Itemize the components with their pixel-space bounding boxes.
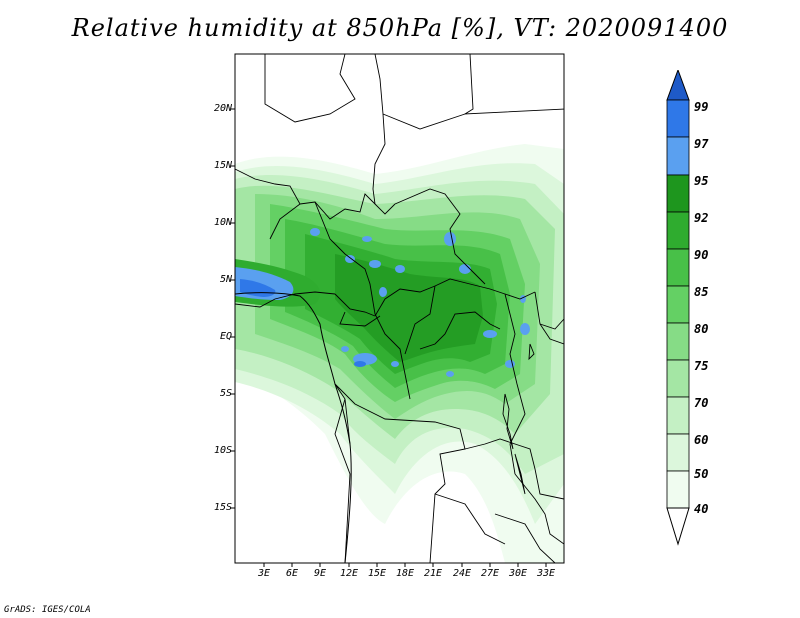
- lakes: [502, 343, 535, 495]
- colorbar-label: 60: [694, 433, 709, 447]
- lon-label: 18E: [395, 568, 415, 579]
- colorbar-label: 80: [694, 322, 709, 336]
- colorbar-swatch-95-97: [666, 136, 690, 176]
- colorbar-label: 85: [694, 285, 709, 299]
- lat-label: 20N: [213, 103, 232, 114]
- lat-label: 5N: [219, 274, 232, 285]
- colorbar-swatch-97-99: [666, 99, 690, 138]
- colorbar-label: 97: [694, 137, 709, 151]
- high-humidity-cells: [310, 228, 530, 377]
- credit-text: GrADS: IGES/COLA: [4, 605, 91, 615]
- colorbar-label: 50: [694, 467, 709, 481]
- colorbar-swatch-40-50: [666, 470, 690, 509]
- lon-label: 3E: [257, 568, 271, 579]
- colorbar-swatch-90-92: [666, 211, 690, 250]
- lon-label: 21E: [423, 568, 443, 579]
- country-boundaries: [235, 54, 564, 563]
- colorbar-swatch-92-95: [666, 174, 690, 213]
- lat-label: 10N: [213, 217, 232, 228]
- lon-label: 15E: [367, 568, 387, 579]
- lon-label: 27E: [480, 568, 500, 579]
- colorbar-label: 90: [694, 248, 709, 262]
- colorbar-swatch-80-85: [666, 285, 690, 324]
- colorbar-swatch-50-60: [666, 433, 690, 472]
- colorbar-swatch-60-70: [666, 396, 690, 435]
- colorbar-swatch-70-75: [666, 359, 690, 398]
- lat-label: EQ: [219, 331, 232, 342]
- lon-label: 12E: [339, 568, 359, 579]
- colorbar-label: 75: [694, 359, 709, 373]
- coastline: [235, 292, 352, 563]
- colorbar-label: 92: [694, 211, 709, 225]
- lon-label: 6E: [285, 568, 299, 579]
- lon-label: 33E: [536, 568, 556, 579]
- lat-label: 5S: [219, 388, 232, 399]
- lat-label: 15S: [213, 502, 232, 513]
- colorbar-swatch-75-80: [666, 322, 690, 361]
- lon-label: 9E: [313, 568, 327, 579]
- colorbar-label: 99: [694, 100, 709, 114]
- lat-label: 15N: [213, 160, 232, 171]
- colorbar-label: 40: [694, 502, 709, 516]
- lon-label: 30E: [508, 568, 528, 579]
- colorbar-bottom-arrow: [666, 507, 690, 546]
- colorbar-label: 95: [694, 174, 709, 188]
- map-panel: [235, 54, 564, 563]
- colorbar-label: 70: [694, 396, 709, 410]
- colorbar-swatch-85-90: [666, 248, 690, 287]
- colorbar-top-arrow: [666, 70, 690, 101]
- colorbar: [666, 70, 690, 546]
- humidity-field: [235, 54, 564, 563]
- lon-label: 24E: [452, 568, 472, 579]
- lat-label: 10S: [213, 445, 232, 456]
- map-title: Relative humidity at 850hPa [%], VT: 202…: [71, 14, 729, 42]
